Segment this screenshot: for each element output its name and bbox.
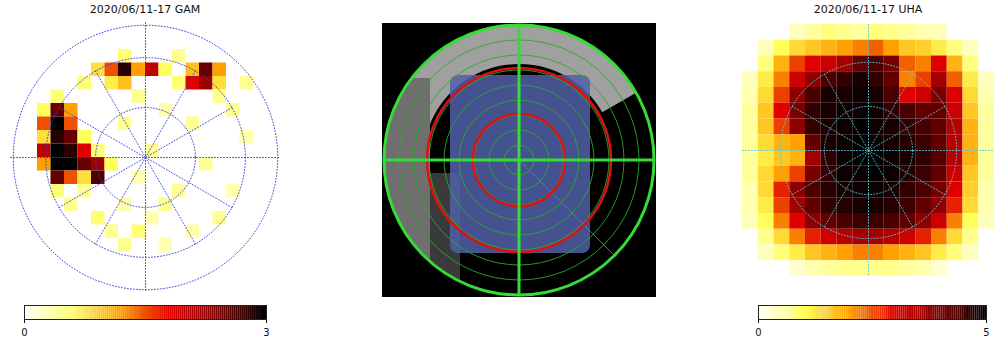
svg-text:5: 5	[983, 327, 989, 338]
html-text:2020/06/11-17 GAM: 2020/06/11-17 GAM	[89, 3, 201, 16]
svg-text:0: 0	[755, 327, 761, 338]
svg-text:3: 3	[263, 327, 269, 338]
html-text:2020/06/11-17 UHA: 2020/06/11-17 UHA	[813, 3, 923, 16]
svg-text:0: 0	[21, 327, 27, 338]
